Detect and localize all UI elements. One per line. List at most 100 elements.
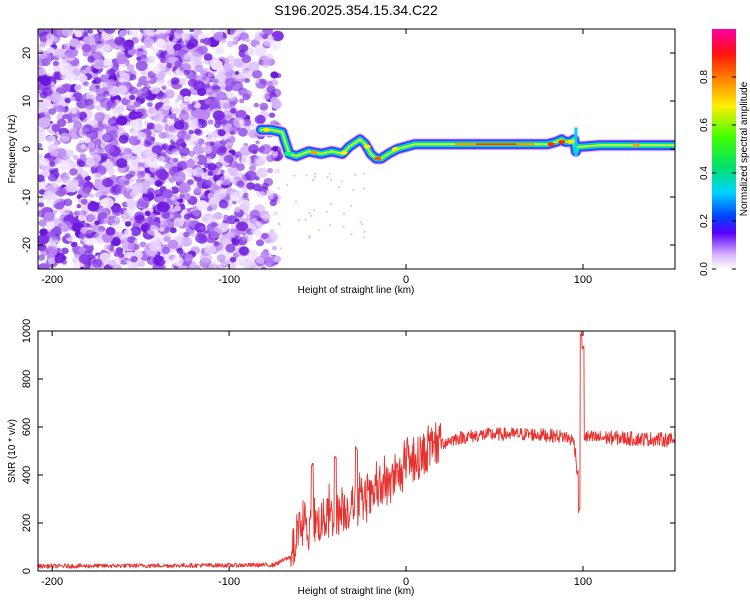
noise-blob [235, 110, 247, 120]
y-tick-label: 20 [21, 47, 33, 59]
noise-blob [112, 85, 117, 90]
noise-blob [52, 71, 62, 80]
noise-dot [278, 223, 281, 226]
noise-dot [294, 200, 298, 203]
noise-blob [210, 29, 216, 35]
noise-blob [194, 128, 202, 135]
noise-blob [133, 100, 142, 108]
noise-blob [188, 129, 194, 135]
noise-blob [107, 117, 119, 127]
noise-blob [38, 174, 45, 182]
x-tick-label: -100 [218, 576, 240, 588]
noise-blob [242, 118, 252, 127]
noise-blob [209, 227, 222, 239]
y-tick-label: 400 [21, 466, 33, 484]
noise-blob [212, 110, 225, 121]
noise-blob [69, 129, 81, 140]
noise-blob [131, 256, 137, 261]
noise-blob [130, 226, 142, 237]
noise-blob [229, 107, 237, 114]
noise-blob [57, 223, 63, 228]
noise-blob [80, 198, 88, 205]
noise-blob [144, 135, 155, 146]
noise-blob [242, 93, 251, 101]
noise-blob [154, 180, 163, 187]
y-tick-label: 0 [21, 568, 33, 574]
noise-blob [270, 233, 279, 241]
noise-blob [216, 77, 227, 88]
noise-blob [138, 166, 144, 171]
noise-blob [168, 125, 176, 132]
noise-blob [174, 60, 183, 67]
noise-blob [64, 233, 71, 239]
noise-blob [233, 117, 245, 128]
noise-blob [91, 79, 97, 84]
noise-blob [128, 29, 139, 37]
noise-blob [76, 204, 82, 209]
noise-blob [155, 195, 165, 204]
noise-dot [329, 223, 332, 227]
noise-blob [173, 70, 180, 77]
noise-blob [100, 218, 107, 225]
noise-blob [95, 191, 102, 198]
noise-blob [38, 254, 46, 261]
noise-blob [192, 209, 201, 217]
noise-blob [61, 177, 69, 184]
noise-blob [76, 99, 88, 109]
noise-dot [313, 172, 317, 176]
noise-blob [117, 128, 126, 136]
noise-blob [212, 88, 224, 99]
noise-blob [144, 157, 151, 163]
noise-blob [218, 199, 229, 209]
noise-blob [131, 144, 143, 155]
noise-blob [178, 182, 191, 194]
noise-dot [342, 225, 345, 228]
y-tick-label: 1000 [21, 319, 33, 343]
noise-blob [39, 41, 46, 48]
noise-blob [91, 258, 103, 268]
noise-blob [48, 108, 56, 115]
noise-blob [70, 96, 76, 102]
noise-blob [55, 201, 65, 210]
noise-dot [329, 178, 333, 182]
x-tick-label: 100 [574, 576, 592, 588]
noise-blob [221, 237, 231, 246]
noise-blob [102, 177, 114, 188]
noise-blob [61, 83, 71, 92]
noise-blob [230, 224, 237, 230]
noise-dot [277, 187, 280, 190]
noise-blob [45, 39, 54, 46]
noise-blob [202, 37, 212, 45]
noise-blob [119, 72, 131, 82]
ridge-spot [567, 139, 575, 144]
noise-blob [113, 251, 120, 257]
noise-dot [277, 200, 280, 203]
noise-blob [101, 208, 111, 216]
noise-blob [119, 29, 128, 38]
noise-blob [53, 167, 59, 173]
noise-blob [118, 252, 125, 258]
noise-blob [173, 221, 181, 228]
noise-blob [88, 193, 95, 198]
noise-blob [258, 191, 266, 198]
noise-blob [271, 99, 282, 110]
noise-blob [243, 192, 249, 198]
colorbar-ticks: 0.0 0.2 0.4 0.6 0.8 [699, 70, 736, 276]
noise-blob [108, 169, 115, 176]
noise-blob [255, 44, 261, 49]
noise-blob [116, 54, 128, 65]
noise-blob [208, 262, 218, 269]
noise-blob [110, 175, 118, 181]
noise-blob [152, 48, 159, 54]
noise-blob [226, 187, 234, 195]
noise-blob [70, 108, 78, 114]
noise-blob [253, 102, 259, 108]
noise-blob [118, 232, 124, 237]
noise-blob [195, 233, 208, 244]
noise-blob [174, 205, 181, 212]
noise-blob [165, 29, 171, 35]
noise-blob [191, 51, 203, 62]
noise-blob [94, 220, 100, 226]
noise-blob [192, 144, 205, 156]
